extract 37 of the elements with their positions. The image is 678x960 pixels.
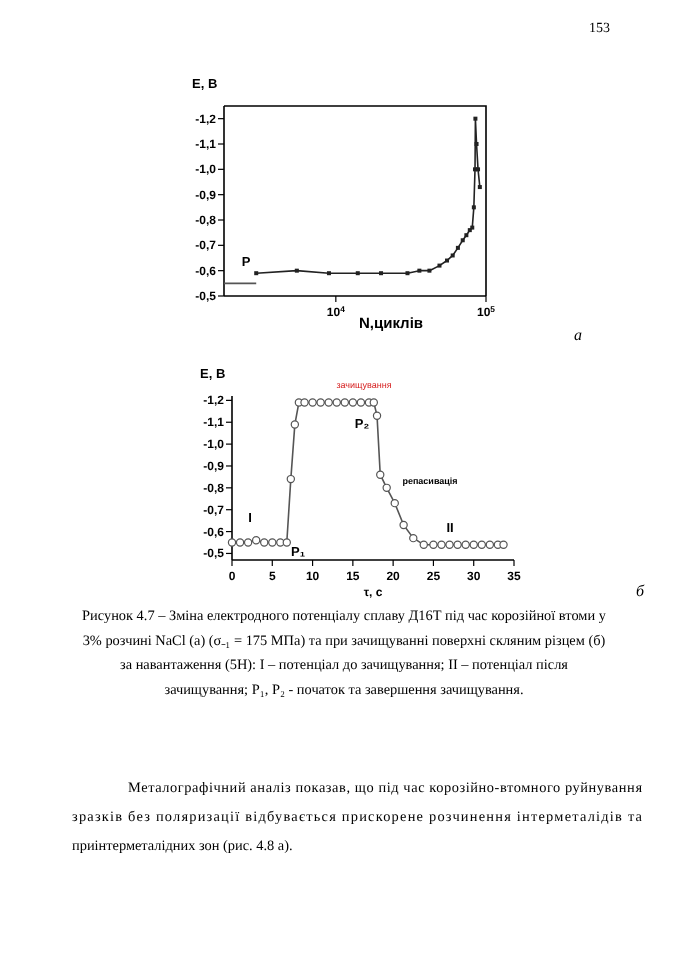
- point: [356, 398, 366, 407]
- point: [382, 483, 391, 493]
- text: б: [635, 582, 646, 600]
- point: [429, 540, 438, 549]
- point: [235, 538, 245, 547]
- point: [461, 540, 470, 549]
- point: [300, 398, 309, 407]
- point: [369, 398, 379, 407]
- point: [227, 538, 237, 547]
- point: [390, 498, 399, 508]
- point: [251, 536, 261, 545]
- point: [268, 538, 277, 547]
- point: [477, 540, 486, 549]
- point: [453, 540, 462, 549]
- point: [282, 538, 291, 547]
- point: [308, 398, 317, 407]
- point: [340, 398, 349, 407]
- point: [376, 470, 385, 479]
- point: [372, 411, 382, 420]
- point: [286, 474, 296, 484]
- point: [324, 398, 333, 407]
- point: [399, 520, 408, 530]
- point: [485, 540, 495, 549]
- point: [445, 540, 454, 549]
- point: [348, 398, 358, 407]
- point: [290, 420, 300, 429]
- point: [332, 398, 341, 407]
- point: [419, 540, 428, 549]
- text: а: [574, 326, 582, 344]
- point: [499, 540, 508, 549]
- point: [316, 398, 325, 407]
- point: [243, 538, 253, 547]
- point: [437, 540, 446, 549]
- point: [409, 533, 418, 543]
- point: [260, 538, 269, 547]
- point: [469, 540, 478, 549]
- point: [276, 538, 285, 547]
